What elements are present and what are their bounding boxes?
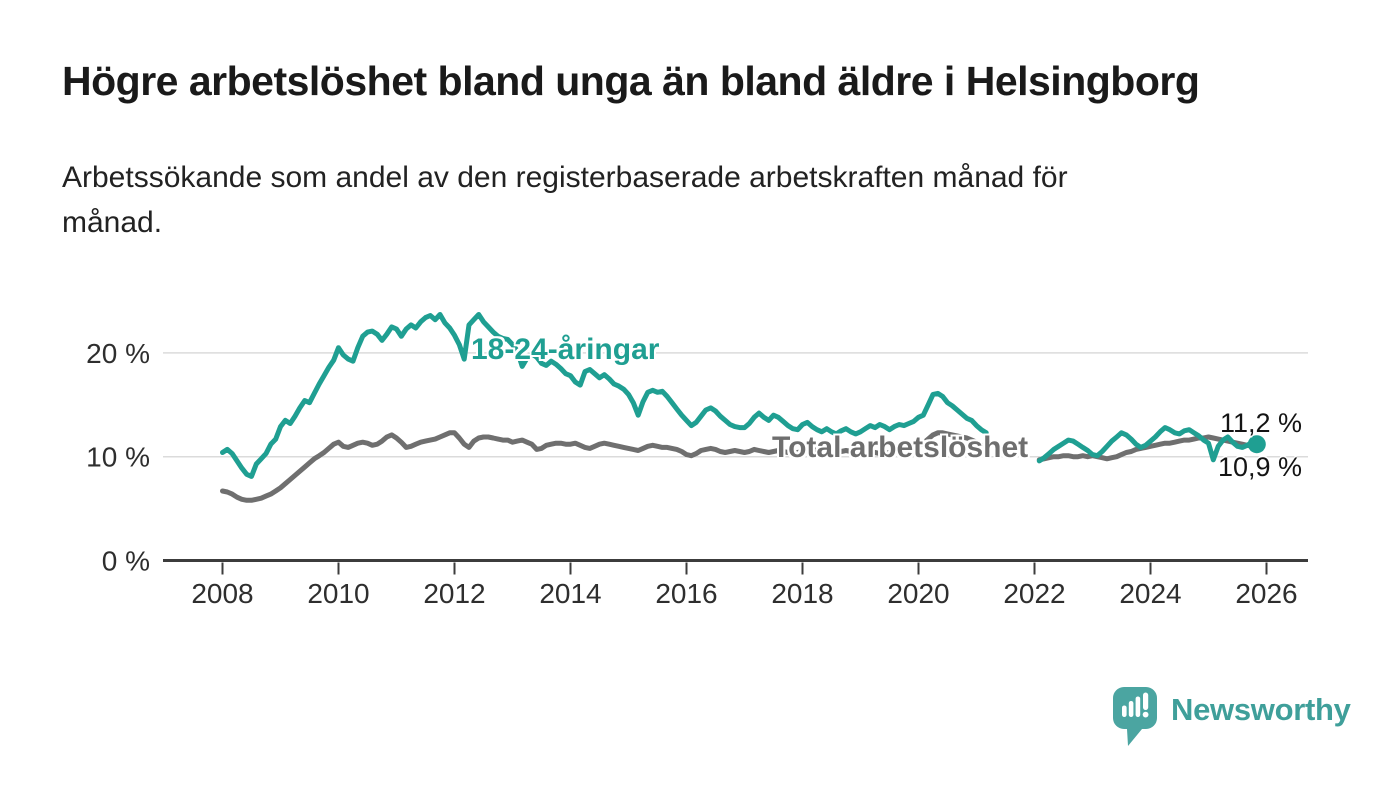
x-tick-label: 2026 bbox=[1235, 578, 1297, 609]
chart-subtitle: Arbetssökande som andel av den registerb… bbox=[62, 161, 1068, 239]
x-tick-label: 2016 bbox=[655, 578, 717, 609]
x-tick-label: 2020 bbox=[887, 578, 949, 609]
end-value-label-young: 11,2 % bbox=[1220, 408, 1303, 438]
y-tick-label: 0 % bbox=[102, 546, 150, 577]
x-tick-label: 2010 bbox=[307, 578, 369, 609]
page-title: Högre arbetslöshet bland unga än bland ä… bbox=[62, 58, 1200, 104]
newsworthy-logo: Newsworthy bbox=[1110, 686, 1351, 754]
series-label-young: 18-24-åringar bbox=[471, 333, 660, 366]
x-tick-label: 2014 bbox=[539, 578, 601, 609]
x-tick-label: 2008 bbox=[191, 578, 253, 609]
x-tick-label: 2024 bbox=[1119, 578, 1181, 609]
newsworthy-logo-icon bbox=[1110, 686, 1160, 754]
end-value-label-total: 10,9 % bbox=[1218, 452, 1303, 482]
series-line-young bbox=[220, 312, 1260, 479]
series-end-dot bbox=[1247, 435, 1266, 454]
x-tick-label: 2018 bbox=[771, 578, 833, 609]
newsworthy-logo-text: Newsworthy bbox=[1171, 692, 1351, 727]
x-tick-label: 2022 bbox=[1003, 578, 1065, 609]
x-tick-label: 2012 bbox=[423, 578, 485, 609]
series-line-total bbox=[220, 430, 1260, 503]
series-label-total: Total arbetslöshet bbox=[772, 431, 1029, 464]
y-tick-label: 20 % bbox=[86, 338, 150, 369]
y-tick-label: 10 % bbox=[86, 442, 150, 473]
